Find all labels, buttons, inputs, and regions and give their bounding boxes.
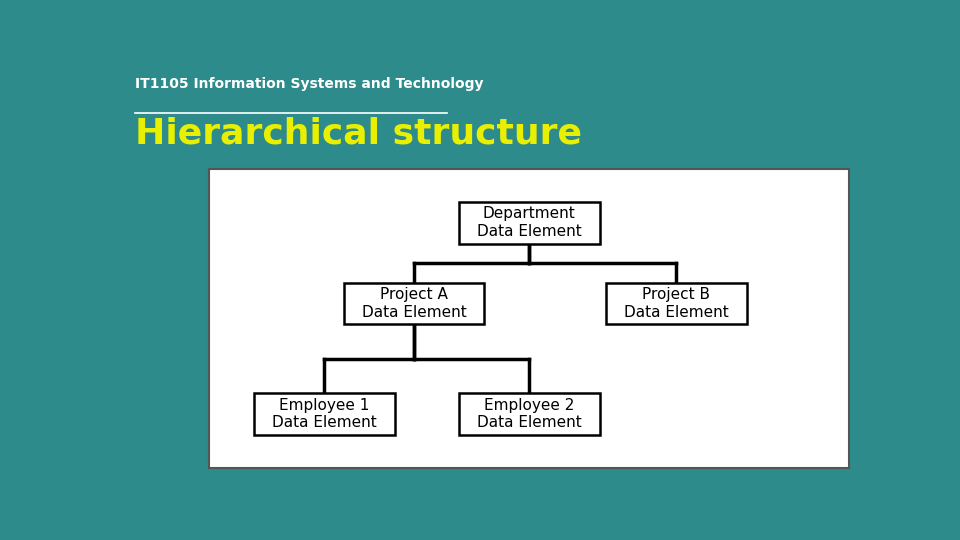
Text: Department
Data Element: Department Data Element (477, 206, 582, 239)
Text: IT1105 Information Systems and Technology: IT1105 Information Systems and Technolog… (134, 77, 484, 91)
FancyBboxPatch shape (254, 393, 395, 435)
FancyBboxPatch shape (209, 168, 849, 468)
Text: Project A
Data Element: Project A Data Element (362, 287, 467, 320)
Text: Project B
Data Element: Project B Data Element (624, 287, 729, 320)
FancyBboxPatch shape (459, 393, 600, 435)
FancyBboxPatch shape (344, 282, 485, 325)
Text: Employee 2
Data Element: Employee 2 Data Element (477, 398, 582, 430)
Text: Hierarchical structure: Hierarchical structure (134, 117, 582, 151)
FancyBboxPatch shape (459, 201, 600, 244)
FancyBboxPatch shape (606, 282, 747, 325)
Text: Employee 1
Data Element: Employee 1 Data Element (272, 398, 377, 430)
